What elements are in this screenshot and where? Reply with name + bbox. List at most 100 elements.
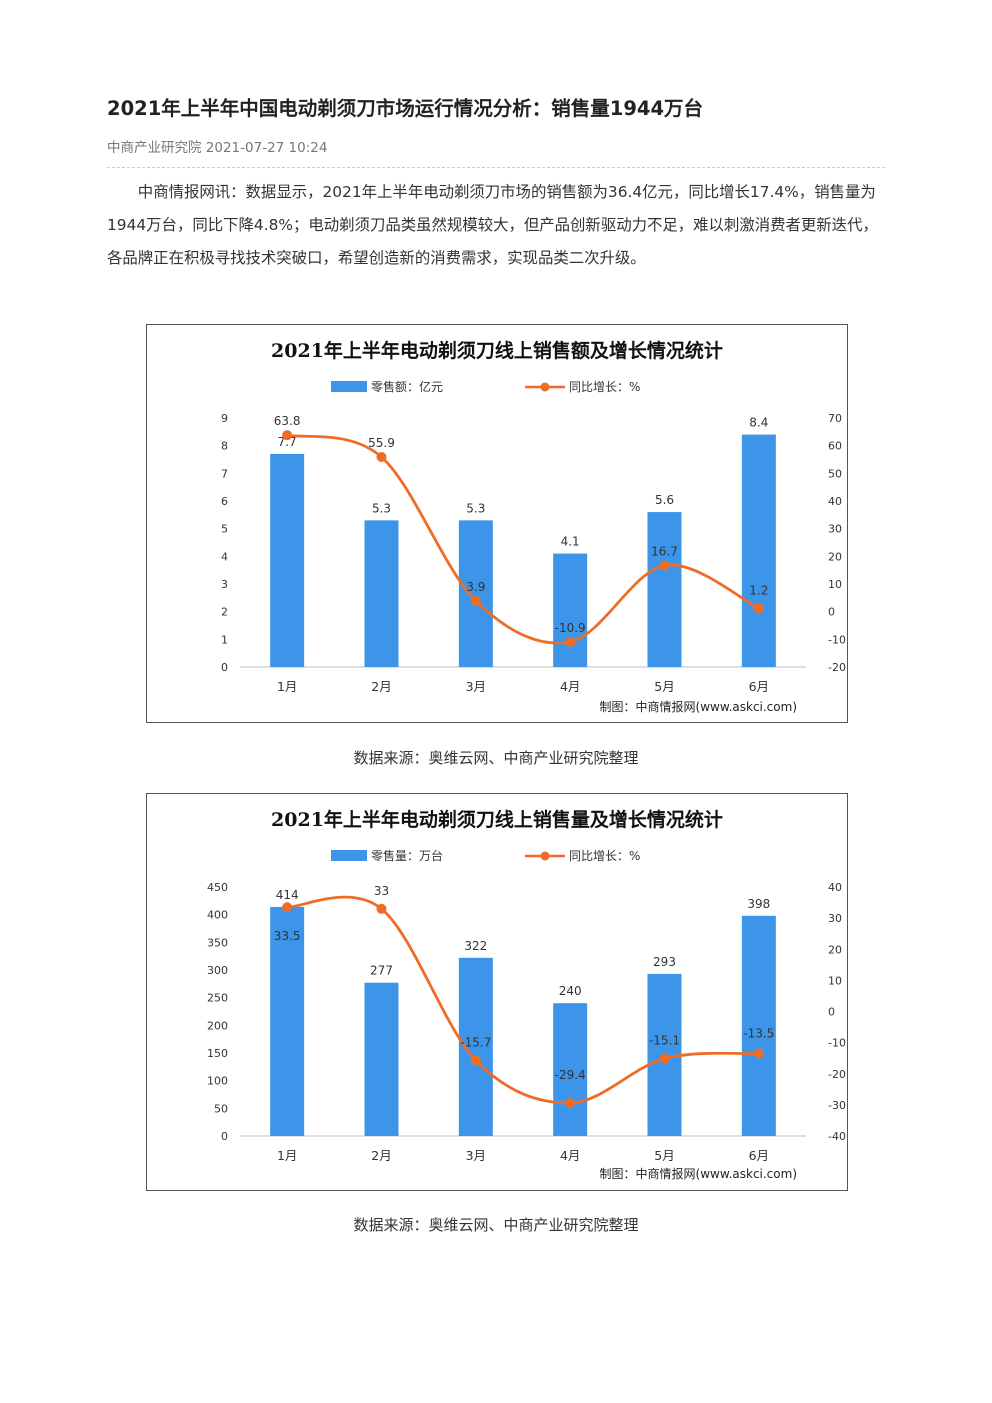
y-left-tick-label: 450 — [207, 881, 228, 894]
y-left-tick-label: 350 — [207, 936, 228, 949]
y-right-tick-label: -30 — [828, 1099, 846, 1112]
bar — [458, 520, 493, 667]
divider — [107, 167, 885, 168]
y-left-tick-label: 50 — [214, 1102, 228, 1115]
x-tick-label: 1月 — [277, 1148, 297, 1163]
x-tick-label: 6月 — [749, 679, 769, 694]
growth-value-label: 33.5 — [274, 929, 301, 943]
bar-value-label: 7.7 — [278, 435, 297, 449]
growth-value-label: 63.8 — [274, 414, 301, 428]
bar — [741, 434, 776, 667]
x-tick-label: 2月 — [371, 1148, 391, 1163]
y-left-tick-label: 2 — [221, 606, 228, 619]
y-right-tick-label: 0 — [828, 606, 835, 619]
bar-value-label: 293 — [653, 955, 676, 969]
x-tick-label: 2月 — [371, 679, 391, 694]
chart-title: 2021年上半年电动剃须刀线上销售额及增长情况统计 — [271, 339, 723, 362]
x-tick-label: 5月 — [654, 1148, 674, 1163]
y-right-tick-label: 20 — [828, 943, 842, 956]
x-tick-label: 3月 — [466, 679, 486, 694]
bar — [553, 1003, 588, 1136]
y-right-tick-label: 0 — [828, 1006, 835, 1019]
sales-value-chart: 2021年上半年电动剃须刀线上销售额及增长情况统计 零售额：亿元 同比增长：% 0 1 2… — [146, 324, 848, 723]
bar-value-label: 5.6 — [655, 493, 674, 507]
growth-value-label: -15.1 — [649, 1033, 680, 1047]
legend-bar-swatch — [331, 850, 367, 861]
chart-title: 2021年上半年电动剃须刀线上销售量及增长情况统计 — [271, 808, 723, 831]
growth-point — [470, 595, 481, 606]
growth-point — [376, 903, 387, 914]
legend-bar-label: 零售额：亿元 — [371, 379, 443, 394]
bar-value-label: 322 — [464, 939, 487, 953]
growth-point — [659, 560, 670, 571]
bar-value-label: 398 — [747, 897, 770, 911]
y-left-tick-label: 150 — [207, 1047, 228, 1060]
growth-line — [286, 433, 760, 645]
growth-point — [753, 603, 764, 614]
y-right-tick-label: 20 — [828, 550, 842, 563]
y-right-tick-label: 30 — [828, 523, 842, 536]
sales-volume-chart: 2021年上半年电动剃须刀线上销售量及增长情况统计 零售量：万台 同比增长：% 0 50… — [146, 793, 848, 1191]
y-right-tick-label: 40 — [828, 881, 842, 894]
bar-value-label: 414 — [276, 888, 299, 902]
growth-line — [287, 895, 759, 1105]
bar — [553, 553, 588, 667]
bar-value-label: 5.3 — [466, 501, 485, 515]
chart-source-note: 制图：中商情报网(www.askci.com) — [600, 699, 797, 714]
bar — [270, 906, 305, 1136]
y-left-tick-label: 0 — [221, 1130, 228, 1143]
y-left-tick-label: 100 — [207, 1075, 228, 1088]
y-right-tick-label: -10 — [828, 1037, 846, 1050]
bar-value-label: 240 — [559, 984, 582, 998]
growth-point — [659, 1053, 670, 1064]
y-left-tick-label: 0 — [221, 661, 228, 674]
chart1-source-caption: 数据来源：奥维云网、中商产业研究院整理 — [353, 749, 639, 767]
legend-line-marker — [540, 851, 550, 861]
article-title: 2021年上半年中国电动剃须刀市场运行情况分析：销售量1944万台 — [107, 97, 704, 120]
article-meta: 中商产业研究院 2021-07-27 10:24 — [107, 140, 328, 156]
y-left-tick-label: 4 — [221, 550, 228, 563]
growth-point — [565, 636, 576, 647]
y-left-tick-label: 3 — [221, 578, 228, 591]
bar — [741, 915, 776, 1136]
y-right-tick-label: -40 — [828, 1130, 846, 1143]
y-left-tick-label: 250 — [207, 992, 228, 1005]
y-left-tick-label: 200 — [207, 1019, 228, 1032]
y-right-tick-label: -20 — [828, 1068, 846, 1081]
bar — [364, 520, 399, 667]
x-tick-label: 1月 — [277, 679, 297, 694]
chart2-source-caption: 数据来源：奥维云网、中商产业研究院整理 — [353, 1216, 639, 1234]
y-right-tick-label: 40 — [828, 495, 842, 508]
y-right-tick-label: 30 — [828, 912, 842, 925]
growth-point — [565, 1098, 576, 1109]
growth-value-label: -15.7 — [460, 1035, 491, 1049]
growth-point — [282, 902, 293, 913]
y-right-tick-label: -10 — [828, 633, 846, 646]
legend-line-label: 同比增长：% — [569, 380, 640, 394]
y-left-tick-label: 8 — [221, 440, 228, 453]
y-right-tick-label: 70 — [828, 412, 842, 425]
y-left-tick-label: 6 — [221, 495, 228, 508]
x-tick-label: 4月 — [560, 679, 580, 694]
legend-bar-swatch — [331, 381, 367, 392]
y-right-tick-label: -20 — [828, 661, 846, 674]
legend-line-marker — [540, 382, 550, 392]
bar-value-label: 4.1 — [561, 535, 580, 549]
bar-value-label: 8.4 — [749, 416, 768, 430]
y-right-tick-label: 10 — [828, 974, 842, 987]
y-left-tick-label: 300 — [207, 964, 228, 977]
y-right-tick-label: 50 — [828, 467, 842, 480]
growth-value-label: -13.5 — [743, 1027, 774, 1041]
growth-value-label: 33 — [374, 884, 389, 898]
growth-point — [282, 430, 293, 441]
growth-value-label: 55.9 — [368, 436, 395, 450]
growth-point — [376, 452, 387, 463]
y-left-tick-label: 7 — [221, 467, 228, 480]
bar — [270, 453, 305, 667]
bar — [364, 982, 399, 1136]
legend-line-label: 同比增长：% — [569, 849, 640, 863]
x-tick-label: 6月 — [749, 1148, 769, 1163]
x-tick-label: 4月 — [560, 1148, 580, 1163]
